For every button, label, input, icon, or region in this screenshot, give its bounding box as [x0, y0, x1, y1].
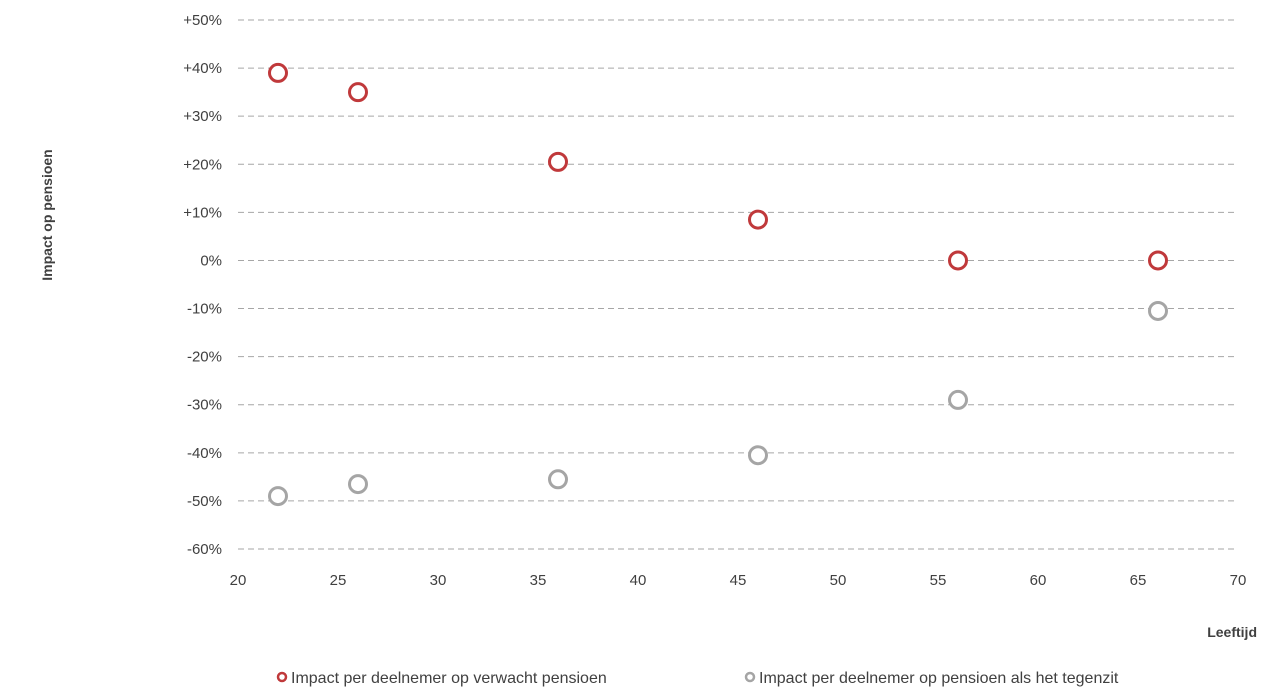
x-axis-tick-labels: 20 25 30 35 40 45 50 55 60 65 70	[230, 572, 1247, 589]
legend-marker-series-2	[744, 671, 756, 683]
y-tick-label: -40%	[187, 445, 222, 462]
data-point-series-1	[1148, 250, 1168, 271]
y-tick-label: +30%	[183, 108, 222, 125]
data-point-series-2	[748, 445, 768, 466]
legend-entry-series-1: Impact per deelnemer op verwacht pensioe…	[276, 670, 607, 687]
y-tick-label: -20%	[187, 349, 222, 366]
y-tick-label: -10%	[187, 301, 222, 318]
legend-entry-series-2: Impact per deelnemer op pensioen als het…	[744, 670, 1119, 687]
y-tick-label: +50%	[183, 12, 222, 29]
x-tick-label: 65	[1130, 572, 1147, 589]
y-tick-label: -60%	[187, 541, 222, 558]
data-point-series-2	[1148, 300, 1168, 321]
data-point-series-1	[548, 151, 568, 172]
legend-label-series-1: Impact per deelnemer op verwacht pensioe…	[291, 670, 607, 687]
y-tick-label: 0%	[200, 252, 222, 269]
data-point-series-2	[348, 474, 368, 495]
data-points	[268, 62, 1168, 507]
gridlines	[238, 19, 1238, 550]
x-tick-label: 35	[530, 572, 547, 589]
data-point-series-2	[948, 389, 968, 410]
data-point-series-2	[268, 486, 288, 507]
x-axis-title: Leeftijd	[1207, 624, 1257, 640]
x-tick-label: 30	[430, 572, 447, 589]
legend: Impact per deelnemer op verwacht pensioe…	[276, 670, 1119, 687]
legend-marker-series-1	[276, 671, 288, 683]
legend-label-series-2: Impact per deelnemer op pensioen als het…	[759, 670, 1119, 687]
y-tick-label: +40%	[183, 60, 222, 77]
x-tick-label: 40	[630, 572, 647, 589]
x-tick-label: 25	[330, 572, 347, 589]
x-tick-label: 20	[230, 572, 247, 589]
x-tick-label: 70	[1230, 572, 1247, 589]
y-tick-label: +20%	[183, 156, 222, 173]
data-point-series-1	[348, 82, 368, 103]
x-tick-label: 50	[830, 572, 847, 589]
y-tick-label: +10%	[183, 204, 222, 221]
x-tick-label: 45	[730, 572, 747, 589]
y-axis-title: Impact op pensioen	[39, 149, 55, 280]
data-point-series-1	[268, 62, 288, 83]
x-tick-label: 60	[1030, 572, 1047, 589]
y-axis-tick-labels: +50% +40% +30% +20% +10% 0% -10% -20% -30% -40% -5…	[183, 12, 222, 558]
y-tick-label: -30%	[187, 397, 222, 414]
y-tick-label: -50%	[187, 493, 222, 510]
data-point-series-2	[548, 469, 568, 490]
data-point-series-1	[948, 250, 968, 271]
data-point-series-1	[748, 209, 768, 230]
x-tick-label: 55	[930, 572, 947, 589]
